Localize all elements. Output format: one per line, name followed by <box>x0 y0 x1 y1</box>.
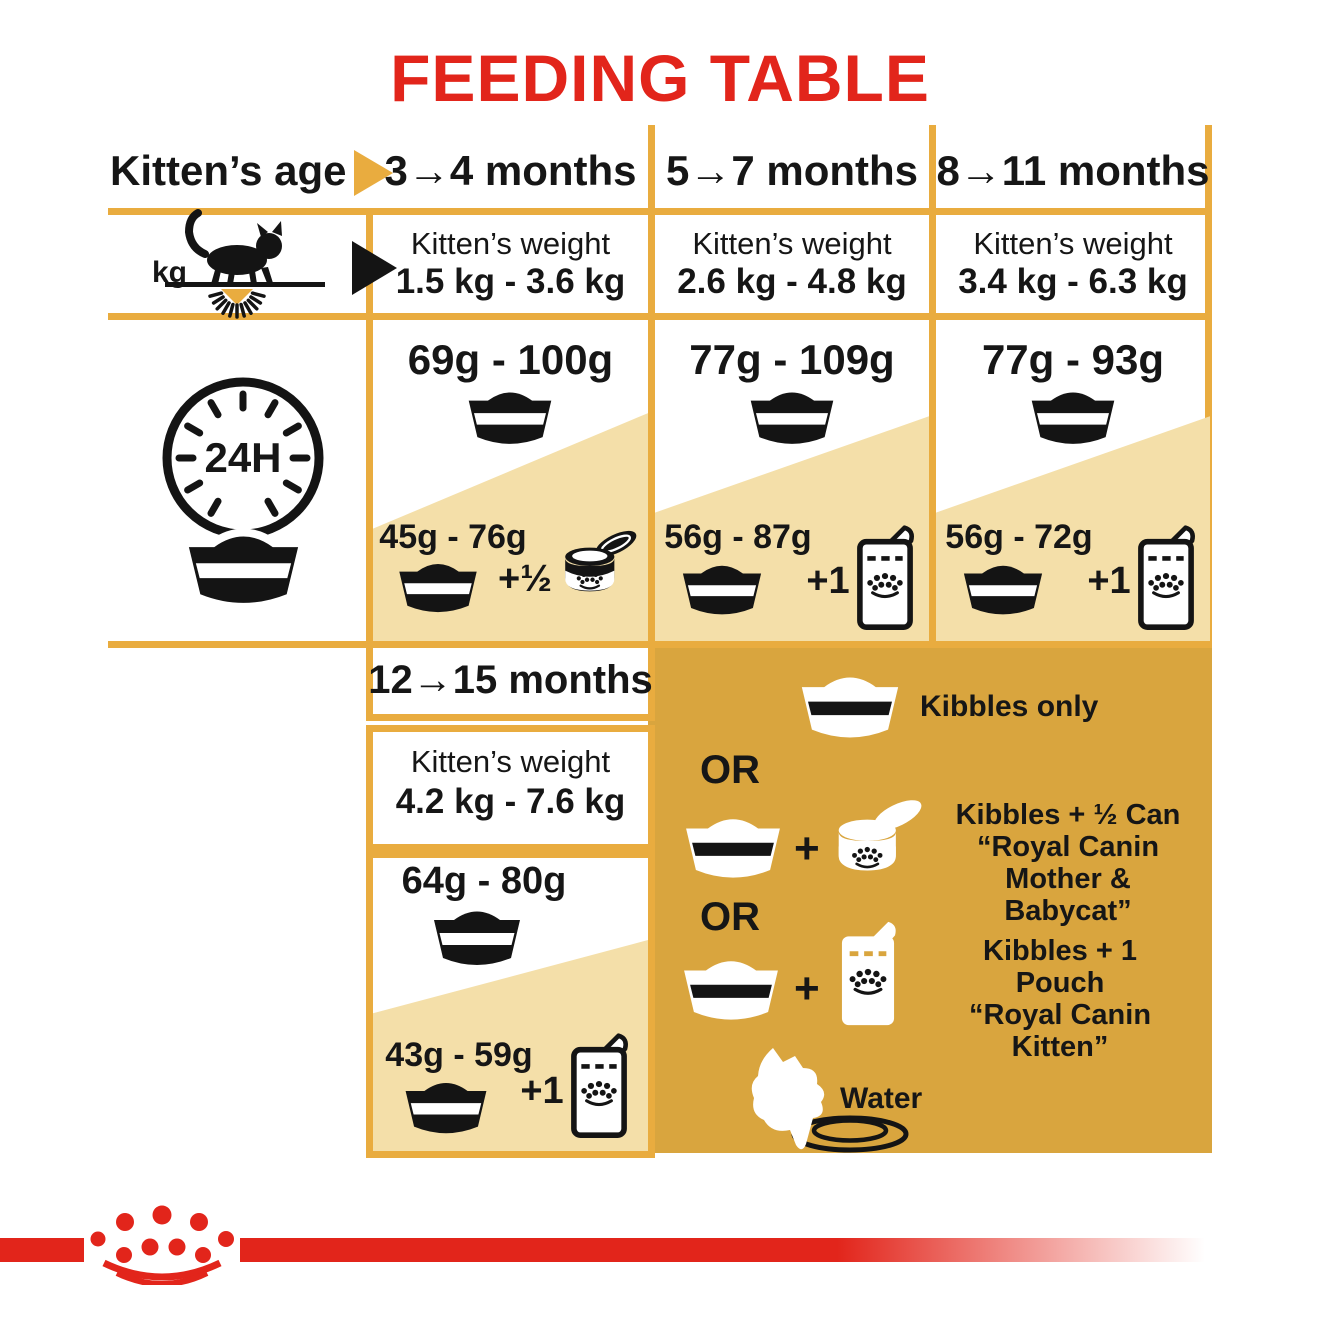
wet-add-col1: +½ <box>498 558 552 600</box>
wet-add-col2: +1 <box>806 560 850 602</box>
pouch-icon <box>568 1032 630 1138</box>
grid-vline-mid1 <box>648 125 655 648</box>
mixed-amount-col3: 56g - 72g <box>945 518 1093 556</box>
legend-can-option: Kibbles + ½ Can “Royal Canin Mother & Ba… <box>948 799 1188 928</box>
water-label: Water <box>840 1082 923 1115</box>
legend-pouch-line-2: “Royal Canin <box>968 998 1152 1031</box>
weight-range-3: 3.4 kg - 6.3 kg <box>958 262 1188 301</box>
bowl-icon <box>678 810 788 882</box>
bowl-icon <box>794 668 906 742</box>
bowl-icon <box>676 558 768 618</box>
page-title: FEEDING TABLE <box>390 41 930 115</box>
weight-range-2: 2.6 kg - 4.8 kg <box>677 262 907 301</box>
age-arrow-icon <box>354 150 393 196</box>
adult-kibbles-amount: 64g - 80g <box>401 860 567 902</box>
legend-pouch-option: Kibbles + 1 Pouch “Royal Canin Kitten” <box>940 935 1180 1064</box>
age-column-3: 8→11 months <box>936 147 1210 194</box>
age-row-label: Kitten’s age <box>110 147 347 194</box>
drinking-cat-icon <box>751 1048 825 1150</box>
bowl-icon <box>427 903 527 969</box>
grid-vline-mid2 <box>929 125 936 648</box>
kibbles-amount-col2: 77g - 109g <box>689 336 895 383</box>
footer-red-bar-left <box>0 1238 84 1262</box>
legend-pouch-line-1: Kibbles + 1 Pouch <box>983 935 1137 999</box>
weight-label-1: Kitten’s weight <box>410 226 611 261</box>
cat-scale-icon <box>165 209 325 319</box>
legend-panel <box>648 648 1212 1153</box>
mixed-amount-col1: 45g - 76g <box>379 518 527 556</box>
grid-vline-left <box>366 215 373 648</box>
pouch-icon <box>854 524 916 630</box>
pouch-icon <box>1135 524 1197 630</box>
24h-label: 24H <box>204 434 282 481</box>
can-icon <box>828 794 928 888</box>
kg-label: kg <box>152 256 188 289</box>
bowl-icon <box>1025 384 1121 448</box>
adult-age-box <box>366 641 655 721</box>
bowl-icon <box>676 952 786 1024</box>
bowl-icon <box>399 1075 493 1137</box>
age-column-2: 5→7 months <box>665 147 919 194</box>
bowl-icon <box>393 556 483 616</box>
footer-red-bar-right <box>240 1238 1235 1262</box>
adult-wet-add: +1 <box>520 1070 564 1112</box>
legend-plus-2: + <box>794 964 820 1013</box>
grid-hline-2 <box>108 313 1212 320</box>
weight-label-3: Kitten’s weight <box>973 226 1173 261</box>
legend-can-line-1: Kibbles + ½ Can <box>955 799 1181 831</box>
24h-clock-icon <box>162 377 324 608</box>
grid-hline-3 <box>108 641 1212 648</box>
legend-plus-1: + <box>794 824 820 873</box>
bowl-icon <box>957 558 1049 618</box>
can-icon <box>556 520 642 612</box>
grid-vline-right <box>1205 125 1212 648</box>
wet-add-col3: +1 <box>1087 560 1131 602</box>
bowl-icon <box>462 384 558 448</box>
adult-weight-label: Kitten’s weight <box>410 744 611 779</box>
weight-range-1: 1.5 kg - 3.6 kg <box>395 262 626 301</box>
kibbles-amount-col3: 77g - 93g <box>981 336 1165 383</box>
legend-or-1: OR <box>700 748 760 792</box>
mixed-amount-col2: 56g - 87g <box>664 518 812 556</box>
age-column-1: 3→4 months <box>384 147 637 194</box>
legend-or-2: OR <box>700 895 760 939</box>
weight-arrow-icon <box>352 241 397 295</box>
bowl-icon <box>744 384 840 448</box>
adult-weight-box <box>366 725 655 851</box>
grid-hline-1 <box>108 208 1212 215</box>
weight-label-2: Kitten’s weight <box>692 226 892 261</box>
legend-can-line-3: Mother & Babycat” <box>1004 862 1132 927</box>
adult-age-label: 12→15 months <box>368 658 653 702</box>
pouch-icon <box>836 918 900 1028</box>
adult-weight-range: 4.2 kg - 7.6 kg <box>395 782 626 821</box>
legend-can-line-2: “Royal Canin <box>976 830 1160 863</box>
legend-kibbles-only-label: Kibbles only <box>920 690 1099 723</box>
legend-pouch-line-3: Kitten” <box>1011 1030 1109 1063</box>
kibbles-amount-col1: 69g - 100g <box>407 336 614 383</box>
royal-canin-crown-logo <box>90 1205 234 1285</box>
adult-mixed-amount: 43g - 59g <box>385 1036 533 1074</box>
